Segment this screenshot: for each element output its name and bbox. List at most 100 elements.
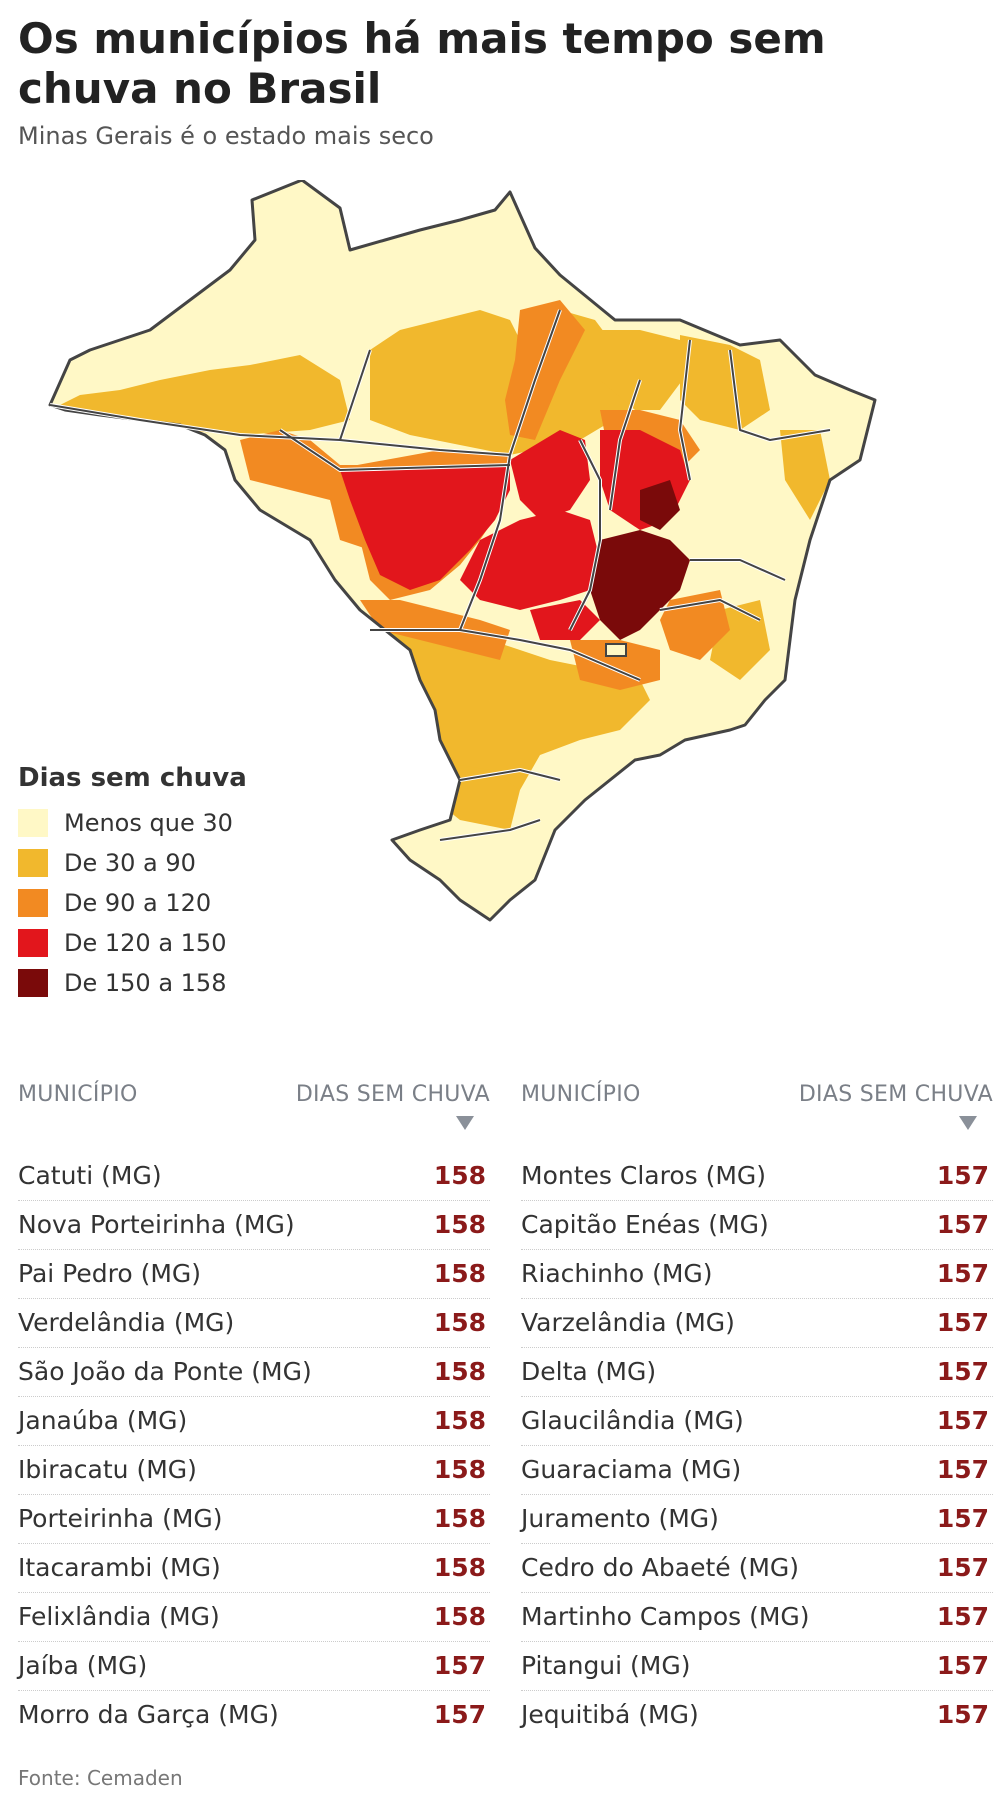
table-row: Jequitibá (MG) 157 xyxy=(521,1691,993,1740)
municipality-name: Delta (MG) xyxy=(521,1357,657,1386)
municipality-name: Martinho Campos (MG) xyxy=(521,1602,810,1631)
municipality-name: São João da Ponte (MG) xyxy=(18,1357,312,1386)
column-header-municipality[interactable]: MUNICÍPIO xyxy=(18,1082,138,1107)
table-row: Guaraciama (MG) 157 xyxy=(521,1446,993,1495)
days-without-rain: 157 xyxy=(433,1700,486,1729)
municipality-name: Itacarambi (MG) xyxy=(18,1553,221,1582)
municipality-name: Juramento (MG) xyxy=(521,1504,719,1533)
municipality-name: Guaraciama (MG) xyxy=(521,1455,742,1484)
table-row: Delta (MG) 157 xyxy=(521,1348,993,1397)
table-body: Montes Claros (MG) 157 Capitão Enéas (MG) 1… xyxy=(521,1152,993,1740)
column-header-days[interactable]: DIAS SEM CHUVA xyxy=(295,1082,490,1107)
days-without-rain: 158 xyxy=(433,1504,486,1533)
days-without-rain: 158 xyxy=(433,1210,486,1239)
legend-item: De 120 a 150 xyxy=(18,928,226,958)
municipality-name: Capitão Enéas (MG) xyxy=(521,1210,769,1239)
municipality-name: Pitangui (MG) xyxy=(521,1651,691,1680)
legend-swatch xyxy=(18,849,48,877)
legend-item: De 30 a 90 xyxy=(18,848,196,878)
table-row: Verdelândia (MG) 158 xyxy=(18,1299,490,1348)
legend-swatch xyxy=(18,969,48,997)
table-row: Cedro do Abaeté (MG) 157 xyxy=(521,1544,993,1593)
days-without-rain: 158 xyxy=(433,1259,486,1288)
column-header-days[interactable]: DIAS SEM CHUVA xyxy=(798,1082,993,1107)
table-header: MUNICÍPIO DIAS SEM CHUVA xyxy=(18,1076,490,1152)
days-without-rain: 158 xyxy=(433,1357,486,1386)
municipality-name: Felixlândia (MG) xyxy=(18,1602,220,1631)
table-row: Riachinho (MG) 157 xyxy=(521,1250,993,1299)
legend-swatch xyxy=(18,809,48,837)
days-without-rain: 157 xyxy=(936,1161,989,1190)
municipality-name: Cedro do Abaeté (MG) xyxy=(521,1553,800,1582)
legend-label: De 120 a 150 xyxy=(64,929,227,957)
days-without-rain: 157 xyxy=(936,1651,989,1680)
legend-label: De 150 a 158 xyxy=(64,969,227,997)
legend-item: De 150 a 158 xyxy=(18,968,226,998)
table-row: Felixlândia (MG) 158 xyxy=(18,1593,490,1642)
table-row: Capitão Enéas (MG) 157 xyxy=(521,1201,993,1250)
legend-swatch xyxy=(18,889,48,917)
municipality-name: Varzelândia (MG) xyxy=(521,1308,735,1337)
municipality-name: Riachinho (MG) xyxy=(521,1259,713,1288)
days-without-rain: 158 xyxy=(433,1308,486,1337)
days-without-rain: 157 xyxy=(936,1259,989,1288)
municipality-name: Montes Claros (MG) xyxy=(521,1161,767,1190)
table-row: Morro da Garça (MG) 157 xyxy=(18,1691,490,1740)
municipality-name: Jaíba (MG) xyxy=(18,1651,148,1680)
days-without-rain: 157 xyxy=(936,1553,989,1582)
days-without-rain: 158 xyxy=(433,1455,486,1484)
table-row: Glaucilândia (MG) 157 xyxy=(521,1397,993,1446)
municipality-name: Catuti (MG) xyxy=(18,1161,162,1190)
days-without-rain: 158 xyxy=(433,1161,486,1190)
legend-label: De 90 a 120 xyxy=(64,889,212,917)
table-row: Nova Porteirinha (MG) 158 xyxy=(18,1201,490,1250)
table-row: Ibiracatu (MG) 158 xyxy=(18,1446,490,1495)
page-subtitle: Minas Gerais é o estado mais seco xyxy=(18,122,434,150)
municipality-name: Jequitibá (MG) xyxy=(521,1700,699,1729)
table-header: MUNICÍPIO DIAS SEM CHUVA xyxy=(521,1076,993,1152)
days-without-rain: 158 xyxy=(433,1602,486,1631)
municipality-name: Porteirinha (MG) xyxy=(18,1504,223,1533)
table-row: Pai Pedro (MG) 158 xyxy=(18,1250,490,1299)
table-body: Catuti (MG) 158 Nova Porteirinha (MG) 158 Pa… xyxy=(18,1152,490,1740)
table-row: Juramento (MG) 157 xyxy=(521,1495,993,1544)
table-row: Porteirinha (MG) 158 xyxy=(18,1495,490,1544)
table-row: Pitangui (MG) 157 xyxy=(521,1642,993,1691)
municipality-name: Janaúba (MG) xyxy=(18,1406,188,1435)
legend-item: Menos que 30 xyxy=(18,808,233,838)
municipality-table-right: MUNICÍPIO DIAS SEM CHUVA Montes Claros (… xyxy=(521,1076,993,1740)
days-without-rain: 157 xyxy=(936,1455,989,1484)
municipality-name: Morro da Garça (MG) xyxy=(18,1700,279,1729)
days-without-rain: 157 xyxy=(433,1651,486,1680)
legend-label: De 30 a 90 xyxy=(64,849,196,877)
table-row: Janaúba (MG) 158 xyxy=(18,1397,490,1446)
municipality-name: Verdelândia (MG) xyxy=(18,1308,235,1337)
days-without-rain: 157 xyxy=(936,1504,989,1533)
municipality-table-left: MUNICÍPIO DIAS SEM CHUVA Catuti (MG) 158 N… xyxy=(18,1076,490,1740)
days-without-rain: 158 xyxy=(433,1406,486,1435)
table-row: Varzelândia (MG) 157 xyxy=(521,1299,993,1348)
table-row: Montes Claros (MG) 157 xyxy=(521,1152,993,1201)
legend-item: De 90 a 120 xyxy=(18,888,211,918)
table-row: Jaíba (MG) 157 xyxy=(18,1642,490,1691)
sort-down-icon[interactable] xyxy=(959,1116,977,1130)
municipality-name: Nova Porteirinha (MG) xyxy=(18,1210,295,1239)
table-row: Itacarambi (MG) 158 xyxy=(18,1544,490,1593)
days-without-rain: 157 xyxy=(936,1210,989,1239)
table-row: São João da Ponte (MG) 158 xyxy=(18,1348,490,1397)
days-without-rain: 157 xyxy=(936,1357,989,1386)
column-header-municipality[interactable]: MUNICÍPIO xyxy=(521,1082,641,1107)
municipality-name: Glaucilândia (MG) xyxy=(521,1406,744,1435)
days-without-rain: 157 xyxy=(936,1406,989,1435)
days-without-rain: 157 xyxy=(936,1700,989,1729)
legend-title: Dias sem chuva xyxy=(18,763,247,793)
municipality-name: Ibiracatu (MG) xyxy=(18,1455,197,1484)
days-without-rain: 157 xyxy=(936,1308,989,1337)
table-row: Catuti (MG) 158 xyxy=(18,1152,490,1201)
sort-down-icon[interactable] xyxy=(456,1116,474,1130)
legend-swatch xyxy=(18,929,48,957)
days-without-rain: 158 xyxy=(433,1553,486,1582)
days-without-rain: 157 xyxy=(936,1602,989,1631)
legend-label: Menos que 30 xyxy=(64,809,233,837)
table-row: Martinho Campos (MG) 157 xyxy=(521,1593,993,1642)
